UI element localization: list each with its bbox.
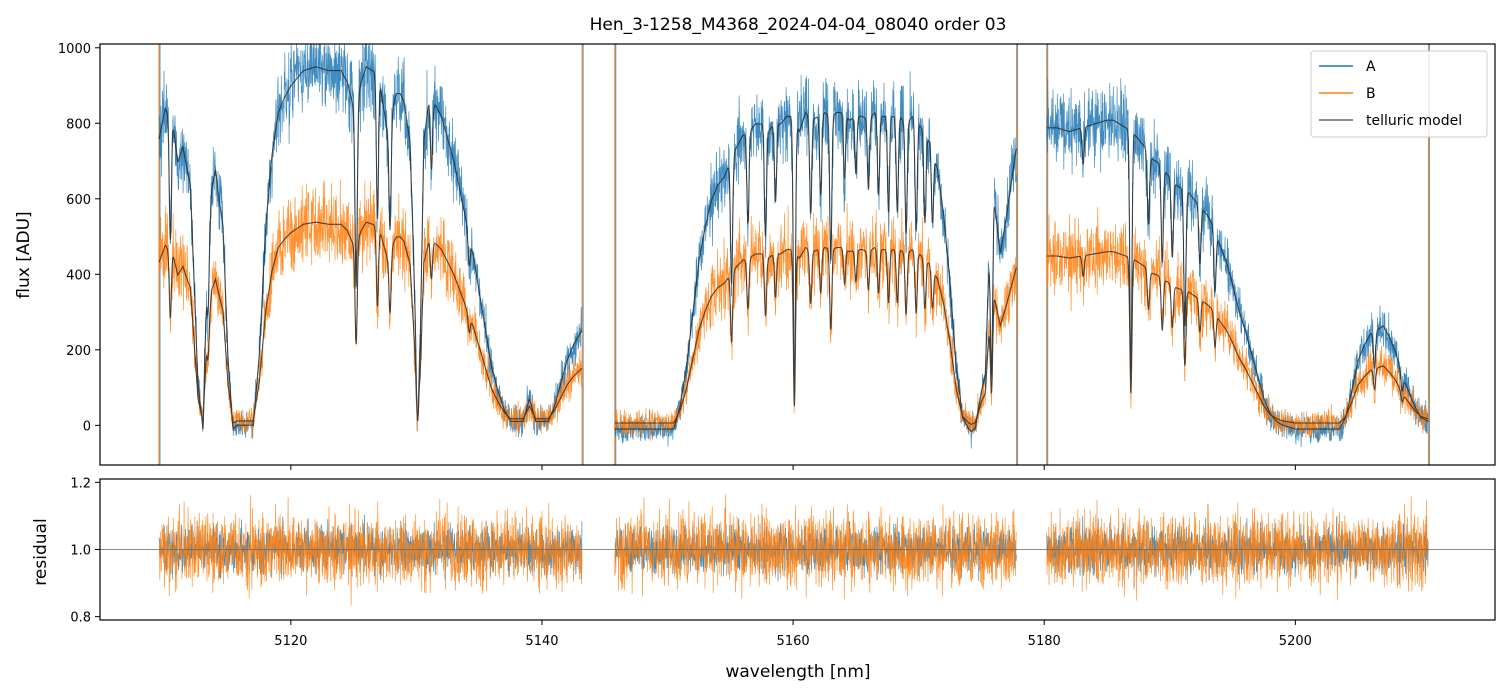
residual-y-ticks: 0.8 1.0 1.2 bbox=[70, 476, 100, 626]
legend-label-a: A bbox=[1366, 59, 1376, 75]
series-b-residual-line bbox=[158, 494, 1429, 606]
residual-x-tick-label: 5180 bbox=[1028, 634, 1061, 649]
flux-y-tick-label: 0 bbox=[83, 419, 91, 434]
legend-box bbox=[1310, 50, 1488, 138]
legend-label-b: B bbox=[1366, 86, 1376, 102]
residual-x-tick-label: 5140 bbox=[525, 634, 558, 649]
residual-x-ticks: 5120 5140 5160 5180 5200 bbox=[274, 620, 1312, 649]
flux-y-tick-label: 600 bbox=[66, 193, 91, 208]
flux-axes-frame bbox=[99, 43, 1496, 466]
flux-y-tick-label: 400 bbox=[66, 268, 91, 283]
chart-title: Hen_3-1258_M4368_2024-04-04_08040 order … bbox=[590, 15, 1007, 35]
flux-y-tick-label: 800 bbox=[66, 117, 91, 132]
x-axis-label: wavelength [nm] bbox=[725, 662, 870, 682]
residual-y-tick-label: 1.0 bbox=[70, 544, 91, 559]
flux-y-ticks: 0 200 400 600 800 1000 bbox=[58, 42, 100, 434]
flux-x-ticks bbox=[290, 465, 1296, 470]
residual-x-tick-label: 5120 bbox=[274, 634, 307, 649]
legend: A B telluric model bbox=[1310, 50, 1488, 138]
flux-y-axis-label: flux [ADU] bbox=[14, 211, 34, 298]
telluric-model-line bbox=[158, 66, 1429, 432]
flux-y-tick-label: 1000 bbox=[58, 42, 91, 57]
legend-label-model: telluric model bbox=[1366, 113, 1462, 129]
residual-x-tick-label: 5200 bbox=[1279, 634, 1312, 649]
residual-x-tick-label: 5160 bbox=[777, 634, 810, 649]
residual-y-tick-label: 1.2 bbox=[70, 476, 91, 491]
residual-y-axis-label: residual bbox=[31, 518, 51, 585]
flux-panel: 0 200 400 600 800 1000 flux [ADU] A B telluri… bbox=[14, 42, 1496, 470]
residual-y-tick-label: 0.8 bbox=[70, 611, 91, 626]
residual-panel: 0.81.01.2 5120 5140 5160 5180 5200 residual … bbox=[31, 476, 1496, 682]
flux-y-tick-label: 200 bbox=[66, 344, 91, 359]
